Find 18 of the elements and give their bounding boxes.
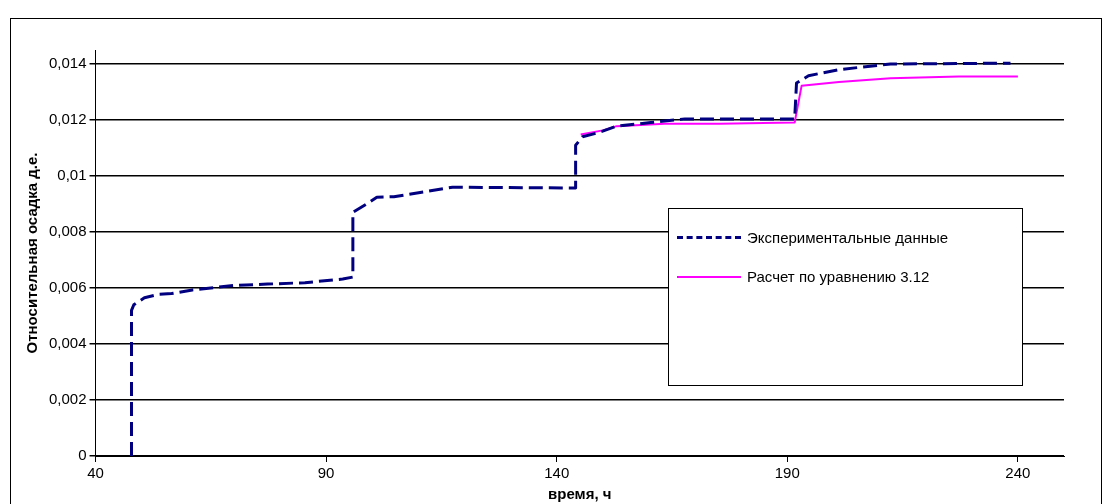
y-tick-label: 0,008 (48, 222, 87, 240)
x-tick-label: 240 (1005, 464, 1031, 482)
y-tick-label: 0,004 (48, 334, 87, 352)
legend-label: Экспериментальные данные (747, 229, 950, 246)
y-tick-label: 0,01 (57, 166, 87, 184)
y-tick-label: 0,014 (48, 54, 87, 72)
y-tick-label: 0,006 (48, 278, 87, 296)
x-axis-title: время, ч (548, 485, 612, 503)
x-tick-label: 40 (87, 464, 104, 482)
line-series (130, 61, 1012, 456)
y-axis-title: Относительная осадка д.е. (23, 152, 41, 354)
y-tick-label: 0,012 (48, 110, 87, 128)
y-tick-label: 0 (78, 446, 87, 464)
x-tick-label: 90 (317, 464, 335, 482)
y-tick-label: 0,002 (48, 390, 87, 408)
x-tick-label: 190 (774, 464, 800, 482)
x-tick-label: 140 (544, 464, 570, 482)
legend-label: Расчет по уравнению 3.12 (747, 268, 931, 285)
